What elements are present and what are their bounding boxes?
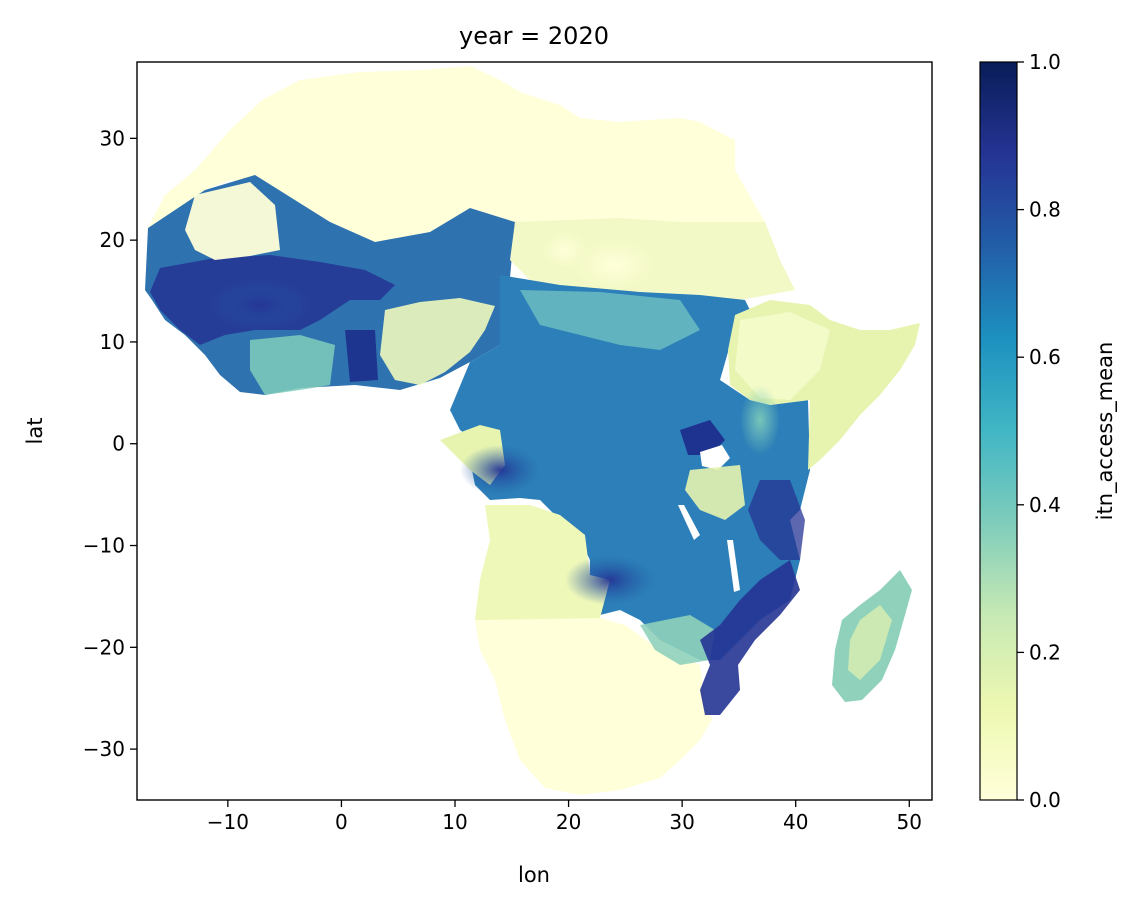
tanzania-lighter	[685, 465, 745, 520]
y-tick-label: −20	[83, 635, 125, 659]
colorbar-tick-label: 0.2	[1029, 640, 1061, 664]
x-tick-label: 20	[556, 810, 581, 834]
map-axes-frame	[136, 61, 933, 801]
colorbar	[979, 61, 1018, 801]
madagascar-inner	[848, 605, 892, 680]
ethiopia-lighter	[735, 312, 830, 400]
nigeria-region	[380, 298, 495, 385]
lake-victoria	[700, 445, 730, 470]
x-tick-label: 40	[783, 810, 808, 834]
x-axis-label: lon	[518, 863, 550, 887]
lake-tanganyika	[678, 505, 700, 540]
y-axis-ticks: 30 20 10 0 −10 −20 −30	[83, 126, 137, 761]
y-tick-label: 30	[100, 126, 125, 150]
figure-title: year = 2020	[459, 22, 609, 50]
y-tick-label: 0	[112, 432, 125, 456]
y-tick-label: 10	[100, 330, 125, 354]
mauritania-region	[185, 182, 280, 260]
uganda-dark	[680, 420, 725, 455]
colorbar-tick-label: 1.0	[1029, 50, 1061, 74]
tanzania-dark	[748, 480, 805, 560]
x-tick-label: 50	[897, 810, 922, 834]
map-raster	[145, 66, 920, 795]
colorbar-ticks: 0.0 0.2 0.4 0.6 0.8 1.0	[1017, 50, 1061, 812]
colorbar-tick-label: 0.0	[1029, 788, 1061, 812]
ghana-region	[345, 330, 378, 382]
x-tick-label: −10	[207, 810, 249, 834]
y-tick-label: −10	[83, 534, 125, 558]
north-africa-region	[148, 66, 765, 242]
x-tick-label: 0	[335, 810, 348, 834]
lake-malawi	[727, 540, 740, 592]
mozambique-region	[700, 560, 800, 715]
zimbabwe-region	[640, 615, 715, 665]
colorbar-tick-label: 0.6	[1029, 345, 1061, 369]
x-tick-label: 30	[669, 810, 694, 834]
y-axis-label: lat	[23, 418, 47, 445]
chad-sudan-lighter	[520, 290, 700, 350]
colorbar-tick-label: 0.8	[1029, 198, 1061, 222]
colorbar-label: itn_access_mean	[1093, 342, 1118, 521]
central-africa-region	[450, 275, 810, 660]
colorbar-tick-label: 0.4	[1029, 493, 1061, 517]
x-axis-ticks: −10 0 10 20 30 40 50	[207, 800, 922, 834]
y-tick-label: −30	[83, 737, 125, 761]
y-tick-label: 20	[100, 228, 125, 252]
ivory-coast-region	[250, 335, 335, 395]
x-tick-label: 10	[442, 810, 467, 834]
southern-africa-region	[475, 618, 712, 795]
